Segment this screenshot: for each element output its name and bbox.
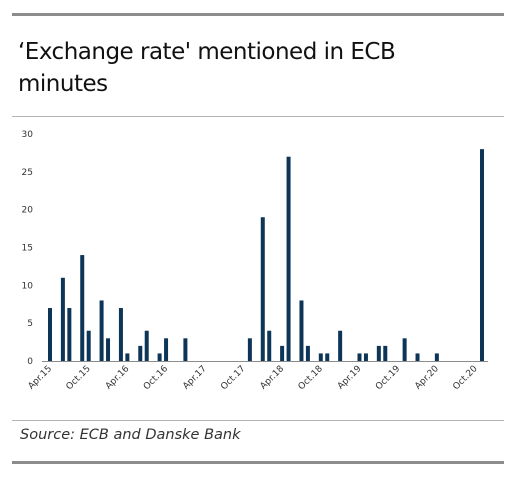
bar	[67, 308, 72, 361]
y-tick-label: 0	[27, 357, 33, 367]
y-axis: 0 5 10 15 20 25 30	[22, 130, 34, 367]
x-tick-label: Apr.19	[336, 364, 364, 392]
top-rule	[12, 13, 504, 16]
source-divider	[12, 420, 504, 421]
bar	[60, 277, 65, 361]
bar	[86, 330, 91, 361]
y-tick-label: 20	[22, 206, 34, 216]
y-tick-label: 30	[22, 130, 34, 140]
source-note: Source: ECB and Danske Bank	[20, 427, 241, 443]
bar	[434, 353, 439, 361]
bar	[305, 345, 310, 361]
bars	[48, 149, 484, 361]
bar	[325, 353, 330, 361]
bar	[80, 255, 85, 361]
bar	[106, 338, 111, 361]
bar	[118, 308, 123, 361]
bar	[357, 353, 362, 361]
bar	[299, 300, 304, 361]
bar	[280, 345, 285, 361]
bar	[48, 308, 52, 361]
bar	[383, 345, 388, 361]
y-tick-label: 15	[22, 244, 33, 254]
bar	[99, 300, 104, 361]
bar	[376, 345, 381, 361]
bar	[286, 156, 291, 361]
x-axis: Apr.15 Oct.15 Apr.16 Oct.16 Apr.17 Oct.17 Apr.…	[26, 361, 488, 392]
bottom-rule	[12, 461, 504, 464]
x-tick-label: Oct.18	[297, 364, 325, 392]
bar	[138, 345, 143, 361]
bar	[164, 338, 169, 361]
x-tick-label: Oct.15	[65, 364, 93, 392]
x-tick-label: Apr.16	[104, 364, 132, 392]
x-tick-label: Apr.18	[259, 364, 287, 392]
x-tick-label: Oct.16	[142, 364, 170, 392]
bar	[415, 353, 420, 361]
chart-title: ‘Exchange rate' mentioned in ECB minutes	[18, 39, 396, 97]
bar	[157, 353, 162, 361]
bar	[260, 217, 265, 361]
bar	[480, 149, 484, 361]
bar	[402, 338, 407, 361]
bar	[318, 353, 323, 361]
bar	[183, 338, 188, 361]
y-tick-label: 25	[22, 168, 33, 178]
x-tick-label: Apr.20	[413, 364, 441, 392]
y-tick-label: 5	[27, 319, 33, 329]
y-tick-label: 10	[22, 281, 34, 291]
bar	[338, 330, 343, 361]
x-tick-label: Oct.20	[451, 364, 479, 392]
x-tick-label: Apr.15	[26, 364, 54, 392]
bar	[247, 338, 252, 361]
bar	[363, 353, 368, 361]
title-divider	[12, 116, 504, 117]
bar	[144, 330, 149, 361]
bar	[125, 353, 130, 361]
x-tick-label: Apr.17	[181, 364, 209, 392]
x-tick-label: Oct.17	[219, 364, 247, 392]
x-tick-label: Oct.19	[374, 364, 402, 392]
bar	[267, 330, 272, 361]
